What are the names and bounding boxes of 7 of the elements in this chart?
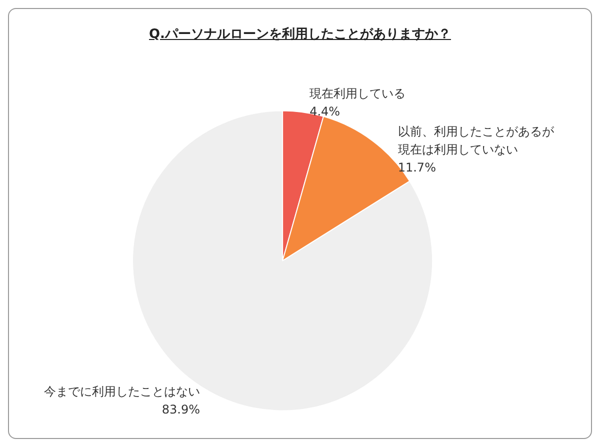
slice-label: 以前、利用したことがあるが現在は利用していない [398, 124, 555, 156]
data-label: 11.7% [398, 160, 436, 174]
chart-title: Q.パーソナルローンを利用したことがありますか？ [148, 26, 452, 43]
data-label: 83.9% [162, 402, 200, 417]
data-label: 4.4% [310, 104, 340, 118]
slice-label: 今までに利用したことはない [44, 384, 200, 399]
slice-label: 現在利用している [310, 86, 406, 100]
